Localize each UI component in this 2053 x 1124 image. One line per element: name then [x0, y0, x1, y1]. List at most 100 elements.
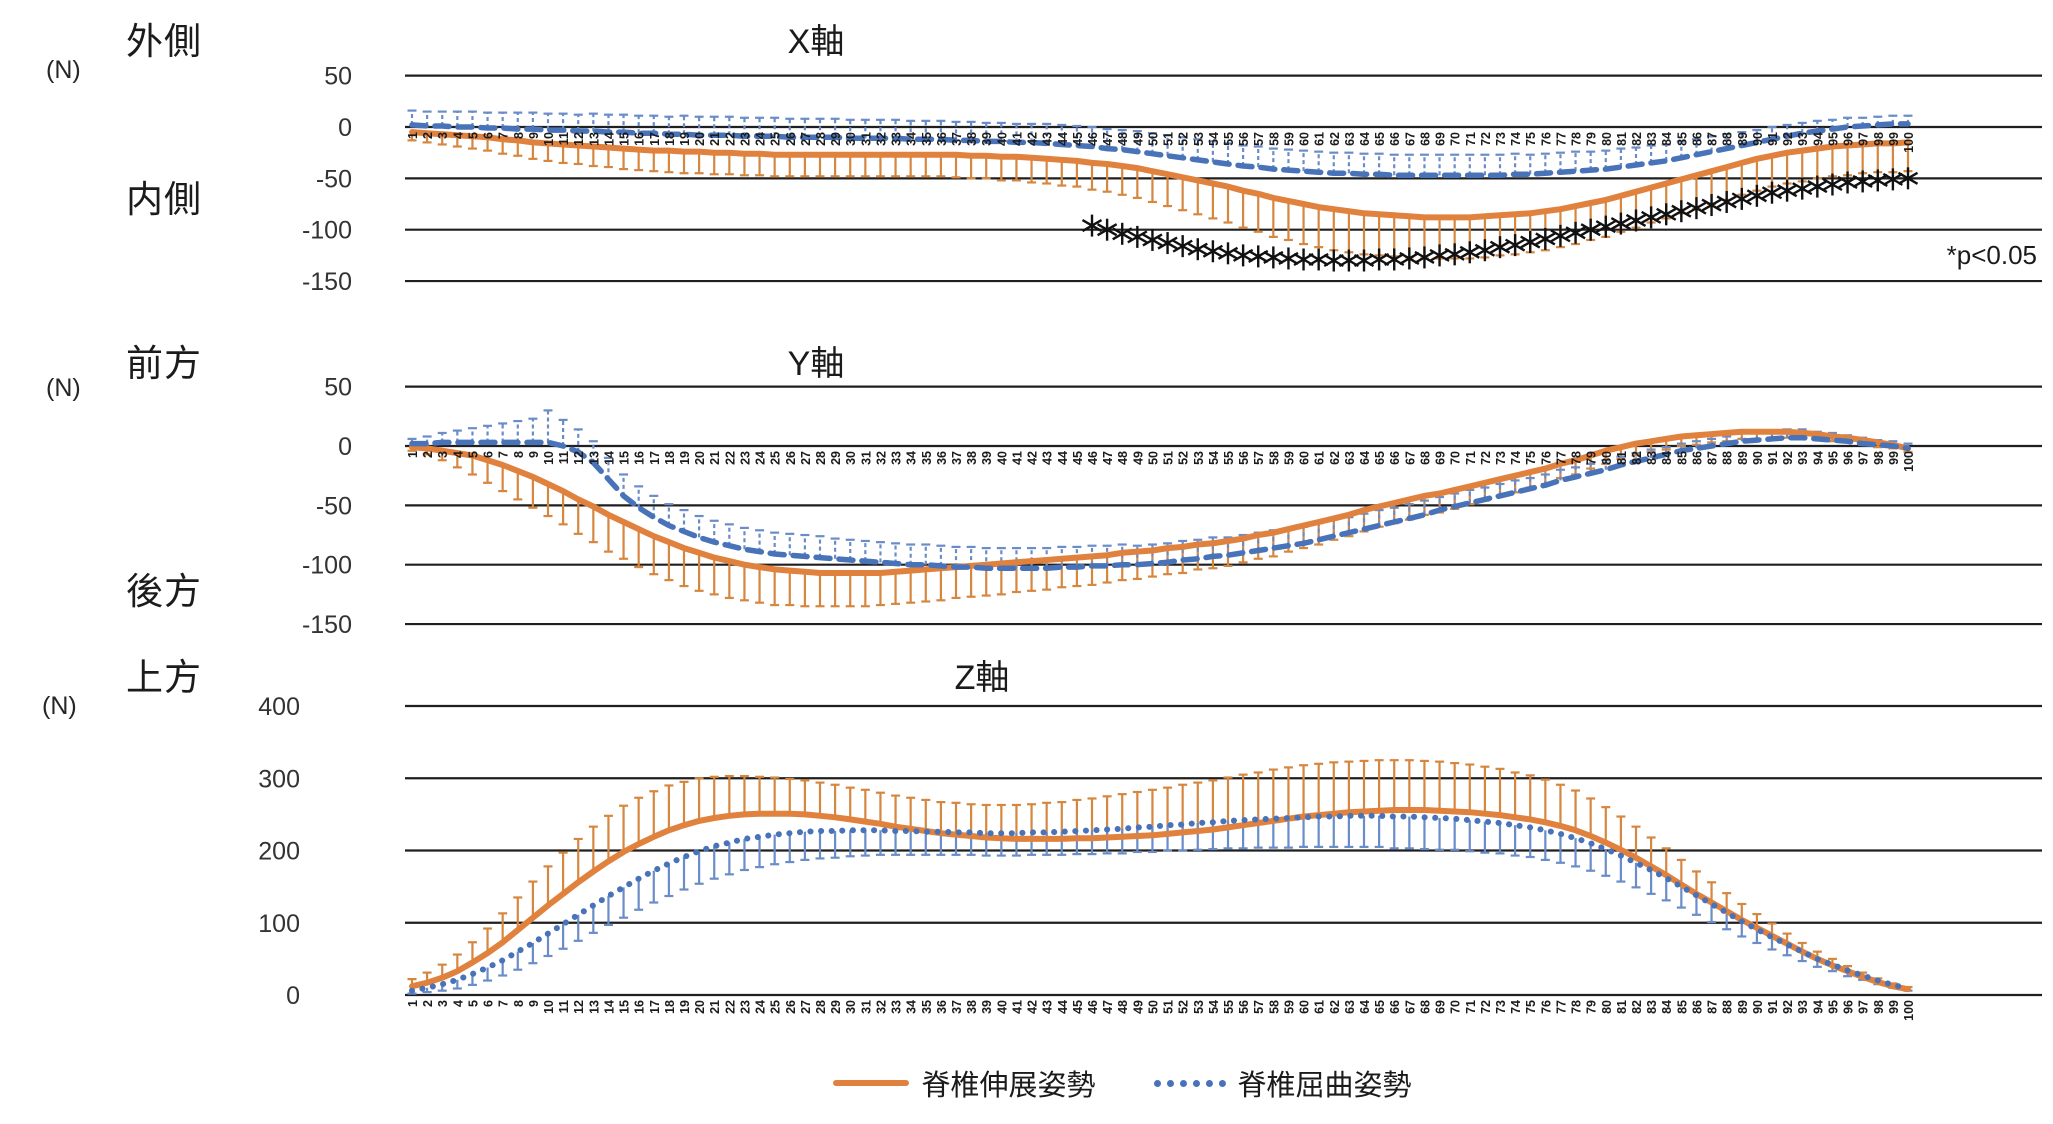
x-tick-label: 100: [1902, 1000, 1916, 1021]
extension-series-line: [409, 428, 1911, 576]
x-tick-label: 55: [1222, 1000, 1236, 1014]
x-tick-label: 63: [1343, 1000, 1357, 1014]
x-tick-label: 63: [1343, 132, 1357, 146]
x-tick-label: 86: [1690, 1000, 1704, 1014]
x-tick-label: 55: [1222, 132, 1236, 146]
x-tick-label: 27: [799, 132, 813, 146]
x-tick-label: 73: [1494, 1000, 1508, 1014]
y-tick-label: 50: [324, 63, 352, 91]
x-tick-label: 11: [557, 451, 571, 464]
x-tick-label: 69: [1434, 1000, 1448, 1014]
x-tick-label: 72: [1479, 132, 1493, 146]
x-tick-label: 33: [890, 451, 904, 465]
x-tick-label: 3: [436, 1000, 450, 1007]
x-tick-label: 36: [935, 1000, 949, 1014]
x-tick-label: 78: [1570, 132, 1584, 146]
x-tick-label: 23: [738, 132, 752, 146]
x-tick-label: 21: [708, 451, 722, 465]
x-tick-label: 98: [1872, 451, 1886, 465]
x-tick-label: 66: [1388, 132, 1402, 146]
x-tick-label: 39: [980, 132, 994, 146]
x-tick-label: 58: [1267, 1000, 1281, 1014]
x-tick-label: 69: [1434, 451, 1448, 465]
x-tick-label: 64: [1358, 451, 1372, 465]
x-tick-label: 85: [1675, 1000, 1689, 1014]
x-tick-label: 64: [1358, 1000, 1372, 1014]
x-tick-label: 22: [723, 132, 737, 146]
x-tick-label: 18: [663, 132, 677, 146]
significance-asterisk: [1656, 207, 1677, 221]
x-tick-label: 17: [648, 451, 662, 465]
x-tick-label: 61: [1313, 132, 1327, 146]
x-tick-label: 87: [1706, 451, 1720, 465]
x-tick-label: 65: [1373, 1000, 1387, 1014]
y-tick-label: 0: [286, 982, 300, 1010]
significance-asterisk: [1157, 236, 1178, 250]
x-tick-label: 16: [633, 1000, 647, 1014]
legend-flexion-label: 脊椎屈曲姿勢: [1237, 1070, 1412, 1102]
x-tick-label: 22: [723, 1000, 737, 1014]
x-tick-label: 62: [1328, 132, 1342, 146]
x-tick-label: 71: [1464, 1000, 1478, 1014]
y-tick-label: -150: [302, 611, 352, 639]
x-tick-label: 13: [587, 132, 601, 146]
x-tick-label: 43: [1041, 1000, 1055, 1014]
extension-series-line: [409, 129, 1911, 221]
y-tick-label: 50: [324, 374, 352, 402]
x-tick-label: 37: [950, 451, 964, 465]
x-tick-label: 48: [1116, 1000, 1130, 1014]
x-tick-label: 59: [1282, 132, 1296, 146]
x-tick-label: 41: [1010, 1000, 1024, 1014]
x-tick-label: 65: [1373, 132, 1387, 146]
x-tick-label: 95: [1826, 1000, 1840, 1014]
significance-note: *p<0.05: [1946, 240, 2037, 270]
x-tick-label: 25: [769, 451, 783, 465]
x-tick-label: 74: [1509, 132, 1523, 146]
x-tick-label: 54: [1207, 451, 1221, 465]
x-tick-label: 4: [451, 451, 465, 458]
x-tick-label: 31: [859, 451, 873, 465]
x-tick-label: 60: [1298, 451, 1312, 465]
x-tick-label: 38: [965, 1000, 979, 1014]
x-tick-label: 58: [1267, 132, 1281, 146]
x-tick-label: 96: [1842, 132, 1856, 146]
x-tick-label: 49: [1131, 451, 1145, 465]
x-tick-label: 57: [1252, 132, 1266, 146]
x-tick-label: 77: [1554, 1000, 1568, 1014]
x-tick-label: 35: [920, 132, 934, 146]
x-tick-label: 11: [557, 132, 571, 145]
x-tick-label: 12: [572, 451, 586, 465]
y-tick-label: -100: [302, 217, 352, 245]
x-tick-label: 91: [1766, 132, 1780, 146]
x-tick-label: 7: [497, 451, 511, 458]
x-tick-label: 79: [1585, 132, 1599, 146]
x-tick-label: 2: [421, 451, 435, 458]
significance-asterisk: [1535, 232, 1556, 246]
x-tick-label: 52: [1177, 132, 1191, 146]
x-tick-label: 45: [1071, 132, 1085, 146]
x-tick-label: 14: [602, 132, 616, 146]
x-tick-label: 41: [1010, 451, 1024, 465]
x-tick-label: 46: [1086, 132, 1100, 146]
x-tick-label: 51: [1162, 1000, 1176, 1014]
x-tick-label: 14: [602, 451, 616, 465]
x-tick-label: 44: [1056, 1000, 1070, 1014]
panel-1-grid: 50 0 -50 -100 -150: [302, 374, 2042, 639]
x-tick-label: 67: [1403, 451, 1417, 465]
x-tick-label: 92: [1781, 132, 1795, 146]
x-tick-label: 79: [1585, 1000, 1599, 1014]
flexion-line-sample: [1153, 1079, 1226, 1087]
x-tick-label: 89: [1736, 451, 1750, 465]
x-tick-label: 59: [1282, 451, 1296, 465]
legend-extension-label: 脊椎伸展姿勢: [921, 1070, 1096, 1102]
significance-asterisk: [1520, 235, 1541, 249]
x-tick-label: 99: [1887, 132, 1901, 146]
panel-2-grid: 400 300 200 100 0: [258, 693, 2042, 1010]
x-tick-label: 20: [693, 1000, 707, 1014]
x-tick-label: 19: [678, 451, 692, 465]
x-tick-label: 82: [1630, 1000, 1644, 1014]
x-tick-label: 100: [1902, 451, 1916, 472]
significance-asterisk: [1444, 247, 1465, 261]
x-tick-label: 52: [1177, 1000, 1191, 1014]
